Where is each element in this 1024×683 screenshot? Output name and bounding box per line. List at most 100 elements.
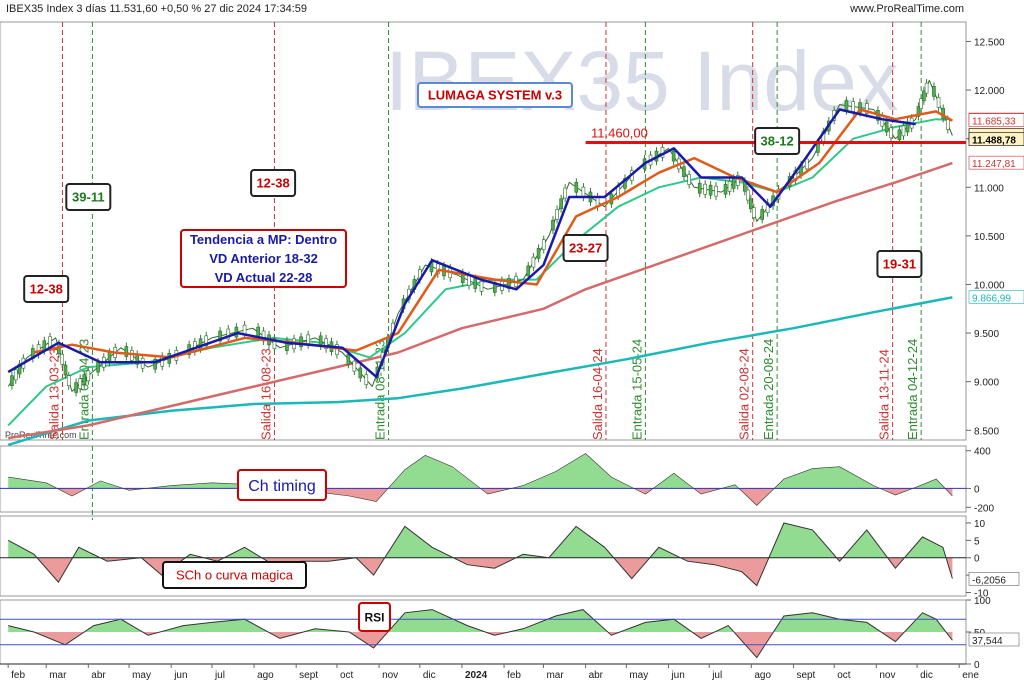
candle-body — [623, 178, 627, 189]
x-tick-label: may — [132, 670, 151, 681]
trend-box-frame — [180, 229, 347, 288]
candle-body — [901, 125, 906, 137]
candle-body — [13, 369, 18, 381]
candle-body — [48, 336, 52, 348]
sch-line — [7, 522, 953, 587]
candle-body — [932, 86, 936, 97]
watermark: IBEX35 Index — [385, 34, 899, 128]
candle-body — [10, 375, 14, 387]
ch-timing-box-frame — [237, 469, 327, 501]
candle-body — [671, 150, 676, 162]
candle-body — [760, 209, 765, 220]
candle-body — [82, 374, 87, 386]
candle-body — [851, 101, 856, 112]
candle-body — [746, 189, 750, 201]
x-tick-label: ago — [754, 670, 771, 681]
event-label: Entrada 20-08-24 — [761, 339, 776, 440]
candle-body — [272, 338, 277, 350]
x-tick-label: 2024 — [465, 670, 488, 681]
price-panel: 11.460,00 — [7, 79, 966, 447]
value-label: 9.866,99 — [972, 293, 1011, 304]
cycle-label-frame — [65, 183, 112, 211]
site-label[interactable]: www.ProRealTime.com — [850, 3, 964, 15]
annotations: LUMAGA SYSTEM v.3 Tendencia a MP: Dentro V… — [23, 82, 923, 632]
candle-body — [574, 181, 579, 193]
candle-body — [473, 278, 478, 289]
y-tick-label: 8.500 — [974, 426, 999, 437]
resistance-label: 11.460,00 — [591, 126, 648, 141]
x-tick-label: jun — [670, 670, 684, 681]
chart-title: IBEX35 Index 3 días 11.531,60 +0,50 % 27… — [6, 3, 308, 15]
y-tick-label: 10 — [974, 519, 986, 530]
candle-body — [936, 97, 941, 108]
cycle-label-frame — [250, 169, 297, 197]
cycle-label-text: 19-31 — [883, 257, 916, 272]
trend-box-text: VD Actual 22-28 — [215, 270, 313, 285]
candle-body — [559, 198, 563, 210]
candle-body — [945, 119, 950, 130]
candle-body — [555, 209, 559, 220]
grid — [0, 21, 967, 665]
candle-body — [551, 219, 555, 231]
candle-body — [581, 186, 586, 198]
event-label: Salida 13-03-23 — [46, 348, 61, 440]
candle-body — [844, 100, 849, 111]
cycle-label-frame — [562, 234, 609, 262]
candle-body — [865, 103, 869, 114]
x-tick-label: oct — [837, 670, 851, 681]
candle-body — [735, 175, 740, 186]
x-tick-label: ago — [257, 670, 274, 681]
candle-body — [107, 352, 112, 363]
y-tick-label: 0 — [974, 660, 980, 671]
cycle-label-text: 12-38 — [30, 282, 63, 297]
ch-line — [8, 453, 953, 506]
event-label: Entrada 08-11-23 — [373, 340, 388, 440]
x-tick-label: nov — [382, 670, 398, 681]
candle-body — [924, 82, 929, 94]
y-tick-label: 9.500 — [974, 329, 999, 340]
sch-box-frame — [162, 561, 307, 589]
candle-body — [204, 335, 209, 347]
candle-body — [129, 350, 134, 361]
trend-box-text: Tendencia a MP: Dentro — [190, 232, 337, 247]
trend-box-text: VD Anterior 18-32 — [209, 251, 318, 266]
candle-body — [727, 180, 732, 192]
event-label: Entrada 15-05-24 — [629, 339, 644, 440]
candle-body — [731, 178, 736, 189]
value-label: 11.488,78 — [972, 136, 1016, 147]
y-tick-label: 12.500 — [974, 37, 1005, 48]
x-tick-label: jul — [214, 670, 225, 681]
cycle-label-frame — [754, 127, 801, 155]
candle-body — [335, 344, 339, 355]
x-tick-label: oct — [340, 670, 354, 681]
y-tick-label: -200 — [974, 503, 994, 514]
x-tick-label: feb — [507, 670, 521, 681]
candle-body — [78, 378, 82, 389]
event-label: Entrada 04-04-23 — [76, 339, 91, 440]
x-tick-label: sept — [299, 670, 318, 681]
candle-body — [536, 248, 541, 259]
y-tick-label: -10 — [974, 589, 989, 600]
osc-value-box — [968, 632, 1020, 647]
event-label: Salida 16-08-23 — [258, 348, 273, 440]
candle-body — [714, 185, 718, 197]
system-box: LUMAGA SYSTEM v.3 — [417, 82, 573, 108]
y-tick-label: 12.000 — [974, 86, 1005, 97]
x-tick-label: mar — [49, 670, 67, 681]
candle-body — [884, 121, 889, 133]
candle-body — [563, 187, 567, 199]
osc-value-label: 37,544 — [972, 636, 1003, 647]
ma-cyan — [7, 296, 953, 447]
cycle-label: 38-12 — [754, 127, 801, 155]
cycle-label: 23-27 — [562, 234, 609, 262]
x-tick-label: sept — [796, 670, 815, 681]
x-tick-label: dic — [423, 670, 436, 681]
candle-body — [880, 115, 885, 127]
y-tick-label: 0 — [974, 554, 980, 565]
candle-body — [687, 174, 691, 185]
candle-body — [751, 207, 756, 218]
value-label-box — [968, 132, 1024, 147]
candle-body — [897, 129, 902, 141]
candle-body — [124, 346, 129, 357]
